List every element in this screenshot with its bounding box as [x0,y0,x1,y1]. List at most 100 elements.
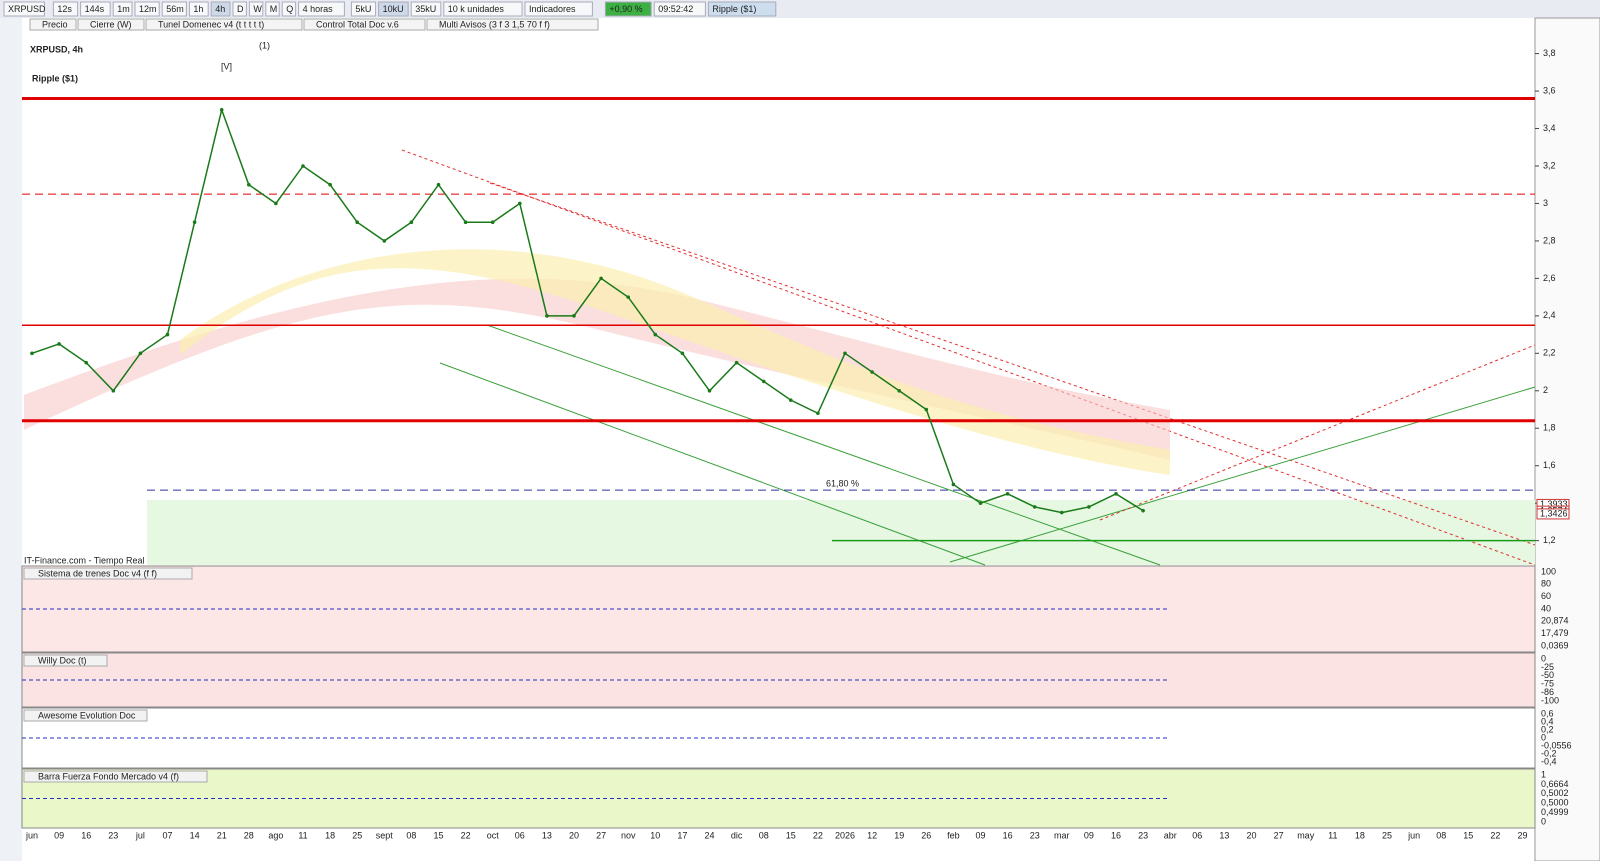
panel-axis-label: 80 [1541,579,1551,589]
panel-axis-label: -0,4 [1541,756,1557,766]
interval[interactable]: 56m [166,4,184,14]
interval[interactable]: 144s [85,4,105,14]
indicator-tab[interactable] [29,18,77,31]
price-point [138,351,143,356]
x-tick-label: 13 [1219,830,1229,840]
indicator-tab-label[interactable]: Precio [42,19,68,29]
x-tick-label: 09 [54,830,64,840]
x-tick-label: 14 [190,830,200,840]
price-point [626,295,630,299]
indicator-tab-label[interactable]: Multi Avisos (3 f 3 1,5 70 f f) [439,19,550,29]
interval[interactable]: M [270,4,278,14]
interval-bg[interactable] [210,1,231,17]
trend-line [949,386,1536,563]
interval-bg[interactable] [134,1,160,17]
indicator-tab[interactable] [426,18,599,31]
indicators[interactable]: Indicadores [529,4,576,14]
interval[interactable]: 1m [117,4,130,14]
price-point [219,107,224,112]
interval[interactable]: 1h [193,4,203,14]
panel-axis-label: 0,5002 [1541,788,1569,798]
change[interactable]: +0,90 % [609,4,642,14]
trend-line [489,182,1536,546]
time[interactable]: 09:52:42 [658,4,693,14]
indicator-tab[interactable] [77,18,145,31]
indicator-tab-label[interactable]: Cierre (W) [90,19,132,29]
unit-bg[interactable] [410,1,442,17]
panel-axis-label: 100 [1541,566,1556,576]
y-tick-label: 3 [1543,198,1548,208]
unit[interactable]: 10kU [383,4,404,14]
interval[interactable]: D [237,4,244,14]
unit-bg[interactable] [378,1,409,17]
time-bg[interactable] [653,1,706,17]
x-tick-label: 22 [1490,830,1500,840]
price-point [707,388,712,393]
change-bg[interactable] [604,1,652,17]
unit-bg[interactable] [350,1,377,17]
indicator-tab-label[interactable]: Control Total Doc v.6 [316,19,399,29]
interval[interactable]: 12s [57,4,72,14]
x-tick-label: nov [621,830,636,840]
price-point [816,411,820,416]
x-tick-label: 11 [298,830,307,840]
indicator-tab[interactable] [303,18,426,31]
interval-bg[interactable] [161,1,187,17]
interval-bg[interactable] [112,1,133,17]
panel-axis-label: 0,6664 [1541,779,1569,789]
size-bg[interactable] [443,1,523,17]
annotation: (1) [259,40,270,50]
unit[interactable]: 35kU [415,4,436,14]
name-bg[interactable] [707,1,777,17]
name[interactable]: Ripple ($1) [712,4,756,14]
y-tick-label: 2 [1543,385,1548,395]
symbol[interactable]: XRPUSD [8,4,46,14]
period[interactable]: 4 horas [303,4,334,14]
price-line [31,107,1144,514]
x-tick-label: jun [1407,830,1420,840]
price-point [924,407,929,412]
size[interactable]: 10 k unidades [448,4,505,14]
symbol-bg[interactable] [3,1,45,17]
x-tick-label: 06 [515,830,525,840]
unit[interactable]: 5kU [355,4,371,14]
panel-title-bg [23,567,193,580]
interval[interactable]: 4h [215,4,225,14]
interval[interactable]: W [253,4,262,14]
price-point [951,482,956,487]
price-point [1005,492,1010,496]
period-bg[interactable] [298,1,345,17]
interval-bg[interactable] [80,1,111,17]
interval-bg[interactable] [281,1,297,17]
price-point [518,201,522,206]
x-tick-label: 16 [1003,830,1013,840]
x-tick-label: feb [947,830,960,840]
panel-axis-label: 0,5000 [1541,798,1569,808]
x-tick-label: 16 [1111,830,1121,840]
interval-bg[interactable] [248,1,264,17]
interval-bg[interactable] [188,1,209,17]
interval-bg[interactable] [232,1,247,17]
y-tick-label: 3,8 [1543,48,1556,58]
interval-bg[interactable] [52,1,79,17]
price-point [1032,505,1037,509]
panel-axis-label: -75 [1541,679,1554,689]
x-tick-label: 18 [1355,830,1365,840]
annotation: 61,80 % [826,478,859,488]
x-tick-label: jul [135,830,145,840]
indicator-tab[interactable] [145,18,303,31]
indicators-bg[interactable] [524,1,593,17]
chart-title: XRPUSD, 4h [30,44,83,54]
interval[interactable]: 12m [139,4,157,14]
interval[interactable]: Q [286,4,293,14]
price-point [1060,510,1064,515]
price-point [1114,492,1118,496]
x-tick-label: 27 [1274,830,1284,840]
indicator-tab-label[interactable]: Tunel Domenec v4 (t t t t t) [158,19,264,29]
x-tick-label: oct [487,830,500,840]
interval-bg[interactable] [265,1,280,17]
x-tick-label: 15 [786,830,796,840]
panel-title-bg [23,654,108,667]
watermark: IT-Finance.com - Tiempo Real [24,555,145,565]
